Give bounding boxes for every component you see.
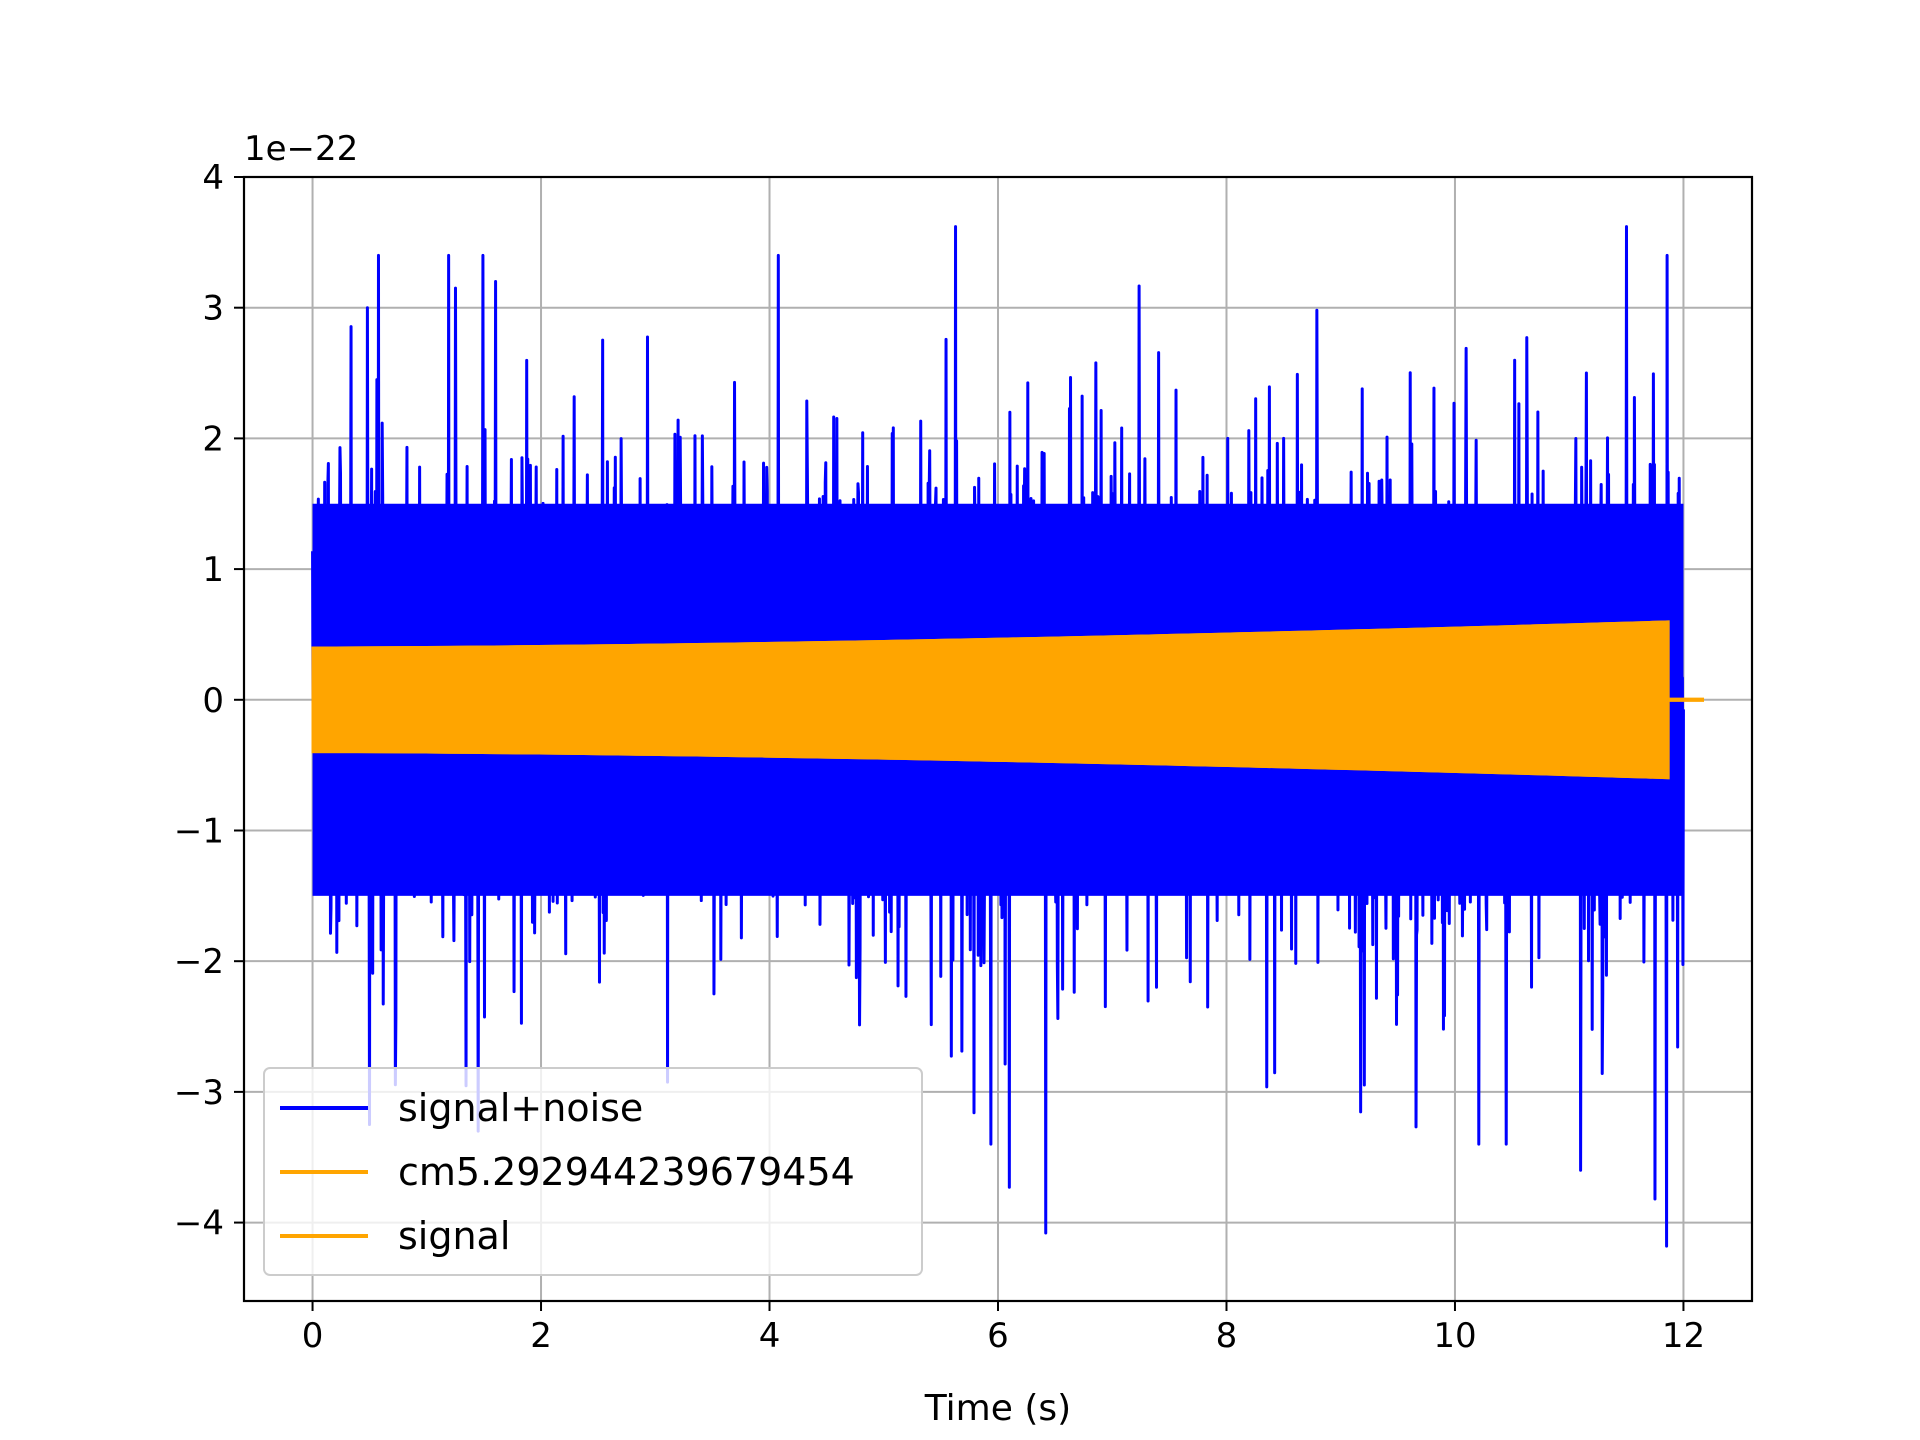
y-tick-label: 0 bbox=[202, 681, 224, 721]
y-tick-label: 2 bbox=[202, 419, 224, 459]
legend-label-signal-noise: signal+noise bbox=[398, 1086, 643, 1130]
y-tick-label: −2 bbox=[174, 942, 224, 982]
x-tick-label: 10 bbox=[1433, 1316, 1476, 1356]
legend: signal+noise cm5.292944239679454 signal bbox=[263, 1067, 923, 1276]
y-tick-label: −3 bbox=[174, 1073, 224, 1113]
legend-label-cm: cm5.292944239679454 bbox=[398, 1150, 855, 1194]
x-tick-label: 2 bbox=[530, 1316, 552, 1356]
y-tick-label: 3 bbox=[202, 289, 224, 329]
series-signal bbox=[311, 620, 1670, 780]
x-tick-label: 4 bbox=[759, 1316, 781, 1356]
x-tick-label: 6 bbox=[987, 1316, 1009, 1356]
y-offset-label: 1e−22 bbox=[244, 129, 358, 169]
y-tick-label: 4 bbox=[202, 158, 224, 198]
y-tick-label: 1 bbox=[202, 550, 224, 590]
y-tick-label: −4 bbox=[174, 1204, 224, 1244]
y-tick-label: −1 bbox=[174, 811, 224, 851]
series-layer bbox=[311, 225, 1705, 1248]
x-tick-label: 0 bbox=[302, 1316, 324, 1356]
x-tick-label: 12 bbox=[1662, 1316, 1705, 1356]
x-tick-label: 8 bbox=[1216, 1316, 1238, 1356]
x-axis-label: Time (s) bbox=[924, 1388, 1071, 1429]
legend-box bbox=[263, 1067, 923, 1276]
legend-label-signal: signal bbox=[398, 1214, 510, 1258]
